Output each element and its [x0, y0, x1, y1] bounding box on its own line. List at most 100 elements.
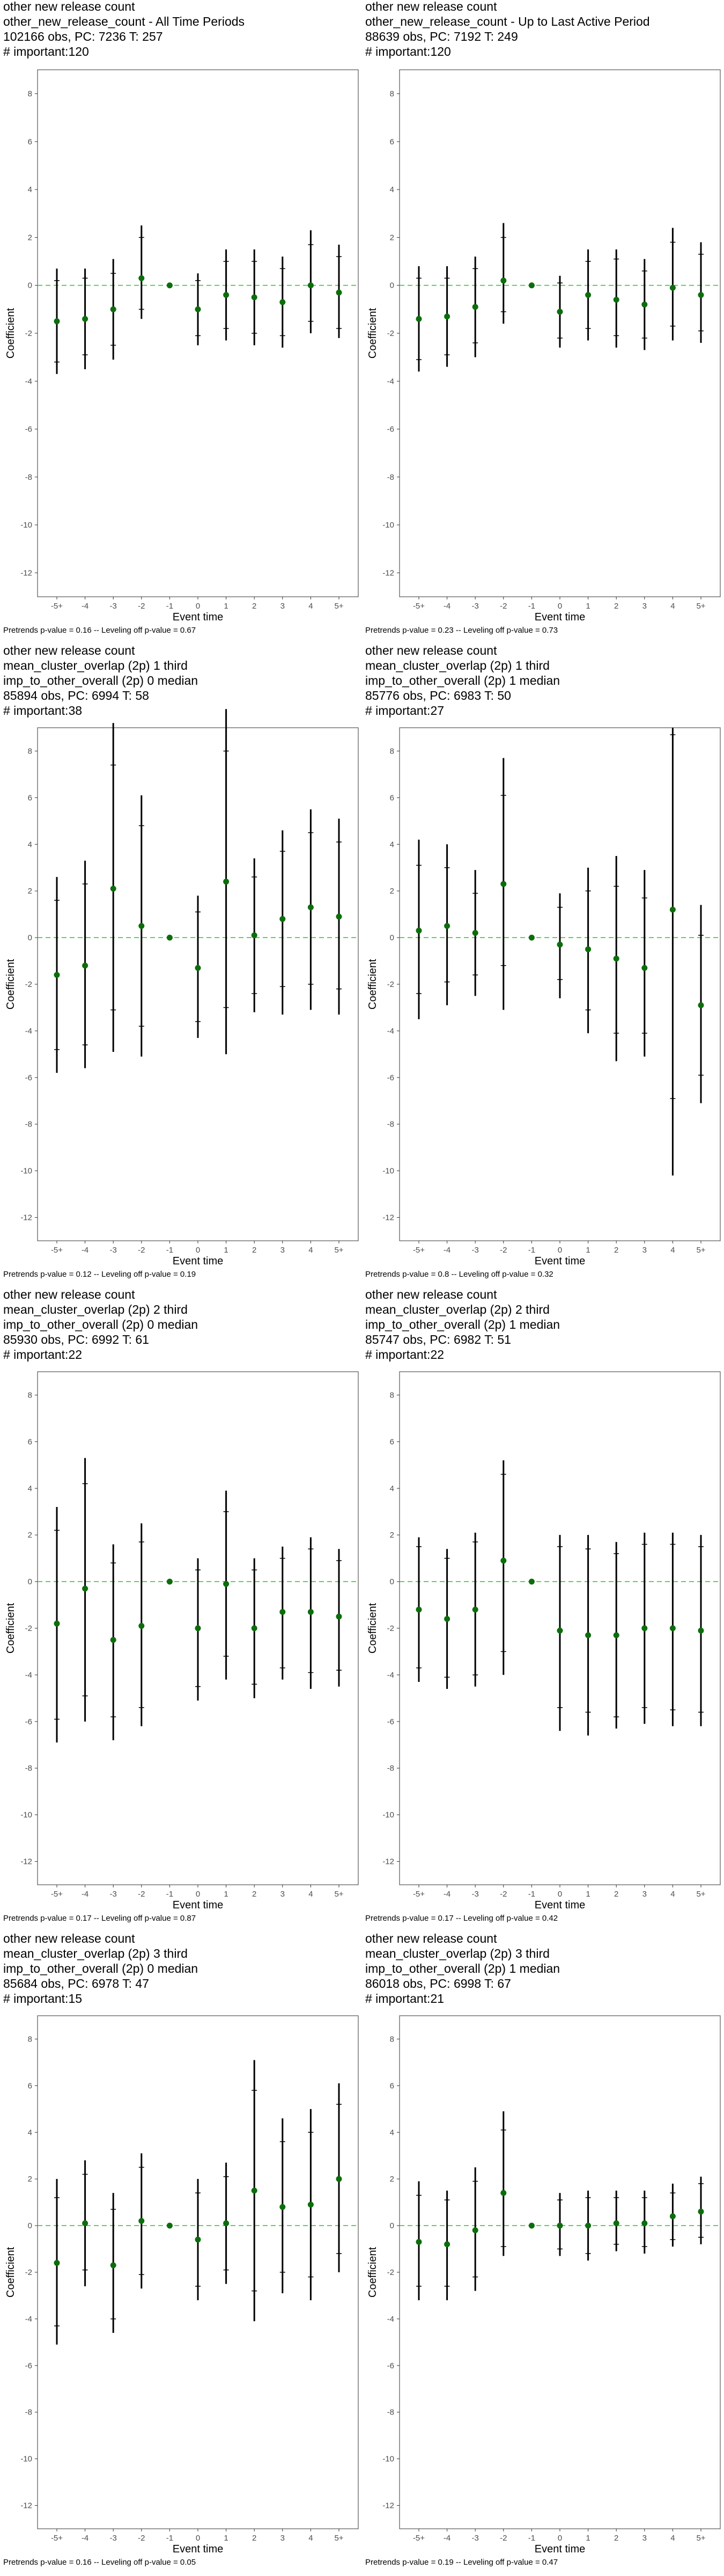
x-tick-label: 3 [642, 1246, 647, 1255]
data-point [416, 1606, 422, 1613]
x-tick-label: -4 [82, 1246, 88, 1255]
chart-title-line: 85684 obs, PC: 6978 T: 47 [3, 1977, 149, 1990]
x-axis-label: Event time [535, 1255, 585, 1267]
data-point [110, 885, 116, 892]
x-tick-label: -3 [472, 1246, 479, 1255]
data-point [223, 292, 230, 298]
y-tick-label: -8 [25, 473, 32, 482]
y-tick-label: -6 [25, 1073, 32, 1082]
x-tick-label: 3 [280, 602, 285, 611]
y-tick-label: -8 [387, 1764, 394, 1773]
data-point [279, 916, 286, 922]
chart-title-block: other new release count other_new_release… [3, 0, 245, 59]
x-tick-label: -1 [528, 1246, 535, 1255]
y-tick-label: 8 [390, 747, 394, 756]
y-tick-label: -2 [387, 329, 394, 338]
x-tick-label: 4 [308, 2534, 313, 2543]
y-tick-label: -6 [387, 1073, 394, 1082]
chart-footnote: Pretrends p-value = 0.17 -- Leveling off… [3, 1914, 196, 1923]
x-tick-label: -1 [166, 1890, 173, 1899]
data-point [669, 284, 676, 291]
chart-title-line: other new release count [365, 0, 497, 13]
x-tick-label: -4 [444, 1246, 450, 1255]
chart-title-line: imp_to_other_overall (2p) 0 median [3, 1318, 198, 1331]
y-tick-label: 4 [390, 840, 394, 849]
y-axis-label: Coefficient [5, 2246, 17, 2297]
data-point [166, 1578, 173, 1585]
chart-title-line: other new release count [365, 643, 497, 657]
data-point [195, 306, 201, 312]
data-point [195, 965, 201, 971]
y-tick-label: -2 [25, 980, 32, 989]
y-tick-label: -12 [382, 1857, 394, 1867]
data-point [698, 1627, 704, 1634]
chart-title-line: mean_cluster_overlap (2p) 1 third [3, 658, 188, 672]
x-axis-label: Event time [535, 611, 585, 623]
y-tick-label: 0 [390, 281, 394, 290]
y-tick-label: 4 [28, 1484, 32, 1493]
y-tick-label: 2 [390, 887, 394, 896]
chart-title-line: 85894 obs, PC: 6994 T: 58 [3, 689, 149, 702]
chart-footnote: Pretrends p-value = 0.16 -- Leveling off… [3, 626, 196, 635]
data-point [444, 313, 450, 320]
x-tick-label: -4 [444, 2534, 450, 2543]
y-tick-label: 6 [28, 793, 32, 802]
y-tick-label: -10 [382, 1167, 394, 1176]
y-tick-label: 2 [28, 1531, 32, 1540]
data-point [307, 282, 314, 289]
x-tick-label: 5+ [696, 1890, 705, 1899]
x-tick-label: 4 [308, 602, 313, 611]
data-point [166, 282, 173, 289]
y-axis-label: Coefficient [367, 308, 379, 358]
x-tick-label: -2 [138, 1246, 145, 1255]
y-tick-label: -12 [20, 2501, 32, 2511]
y-tick-label: 6 [28, 2081, 32, 2090]
chart-title-line: mean_cluster_overlap (2p) 3 third [365, 1946, 550, 1960]
data-point [528, 1578, 535, 1585]
x-tick-label: -2 [500, 1890, 507, 1899]
data-point [698, 1002, 704, 1008]
y-tick-label: 8 [390, 1391, 394, 1400]
data-point [54, 318, 60, 325]
x-tick-label: 3 [642, 2534, 647, 2543]
x-tick-label: -5+ [413, 1246, 425, 1255]
chart-title-line: other_new_release_count - All Time Perio… [3, 14, 245, 28]
chart-title-line: # important:38 [3, 704, 83, 718]
x-tick-label: 5+ [334, 602, 343, 611]
y-tick-label: 8 [390, 90, 394, 99]
chart-title-line: imp_to_other_overall (2p) 1 median [365, 1318, 560, 1331]
x-tick-label: -3 [472, 1890, 479, 1899]
x-tick-label: -4 [82, 1890, 88, 1899]
data-point [223, 879, 230, 885]
chart-title-line: imp_to_other_overall (2p) 0 median [3, 1962, 198, 1975]
data-point [557, 1627, 563, 1634]
data-point [444, 1616, 450, 1622]
chart-title-line: 86018 obs, PC: 6998 T: 67 [365, 1977, 511, 1990]
x-tick-label: 2 [252, 602, 256, 611]
data-point [307, 1609, 314, 1615]
chart-title-line: # important:15 [3, 1992, 83, 2006]
y-tick-label: -4 [25, 2315, 32, 2324]
x-tick-label: 1 [586, 1246, 590, 1255]
data-point [557, 2222, 563, 2229]
y-tick-label: -6 [25, 2361, 32, 2370]
y-tick-label: -2 [25, 329, 32, 338]
x-tick-label: -3 [110, 2534, 117, 2543]
y-tick-label: -12 [20, 1213, 32, 1223]
data-point [472, 930, 478, 936]
x-tick-label: 1 [224, 1246, 228, 1255]
y-tick-label: 8 [28, 1391, 32, 1400]
data-point [82, 316, 88, 322]
data-point [110, 306, 116, 312]
x-tick-label: -5+ [51, 602, 63, 611]
chart-panel: other new release count mean_cluster_over… [0, 1287, 359, 1932]
x-tick-label: -5+ [413, 1890, 425, 1899]
x-tick-label: -1 [528, 602, 535, 611]
data-point [138, 923, 145, 929]
y-tick-label: 6 [28, 1437, 32, 1446]
data-point [195, 2236, 201, 2243]
y-tick-label: -6 [387, 425, 394, 434]
data-point [166, 934, 173, 941]
